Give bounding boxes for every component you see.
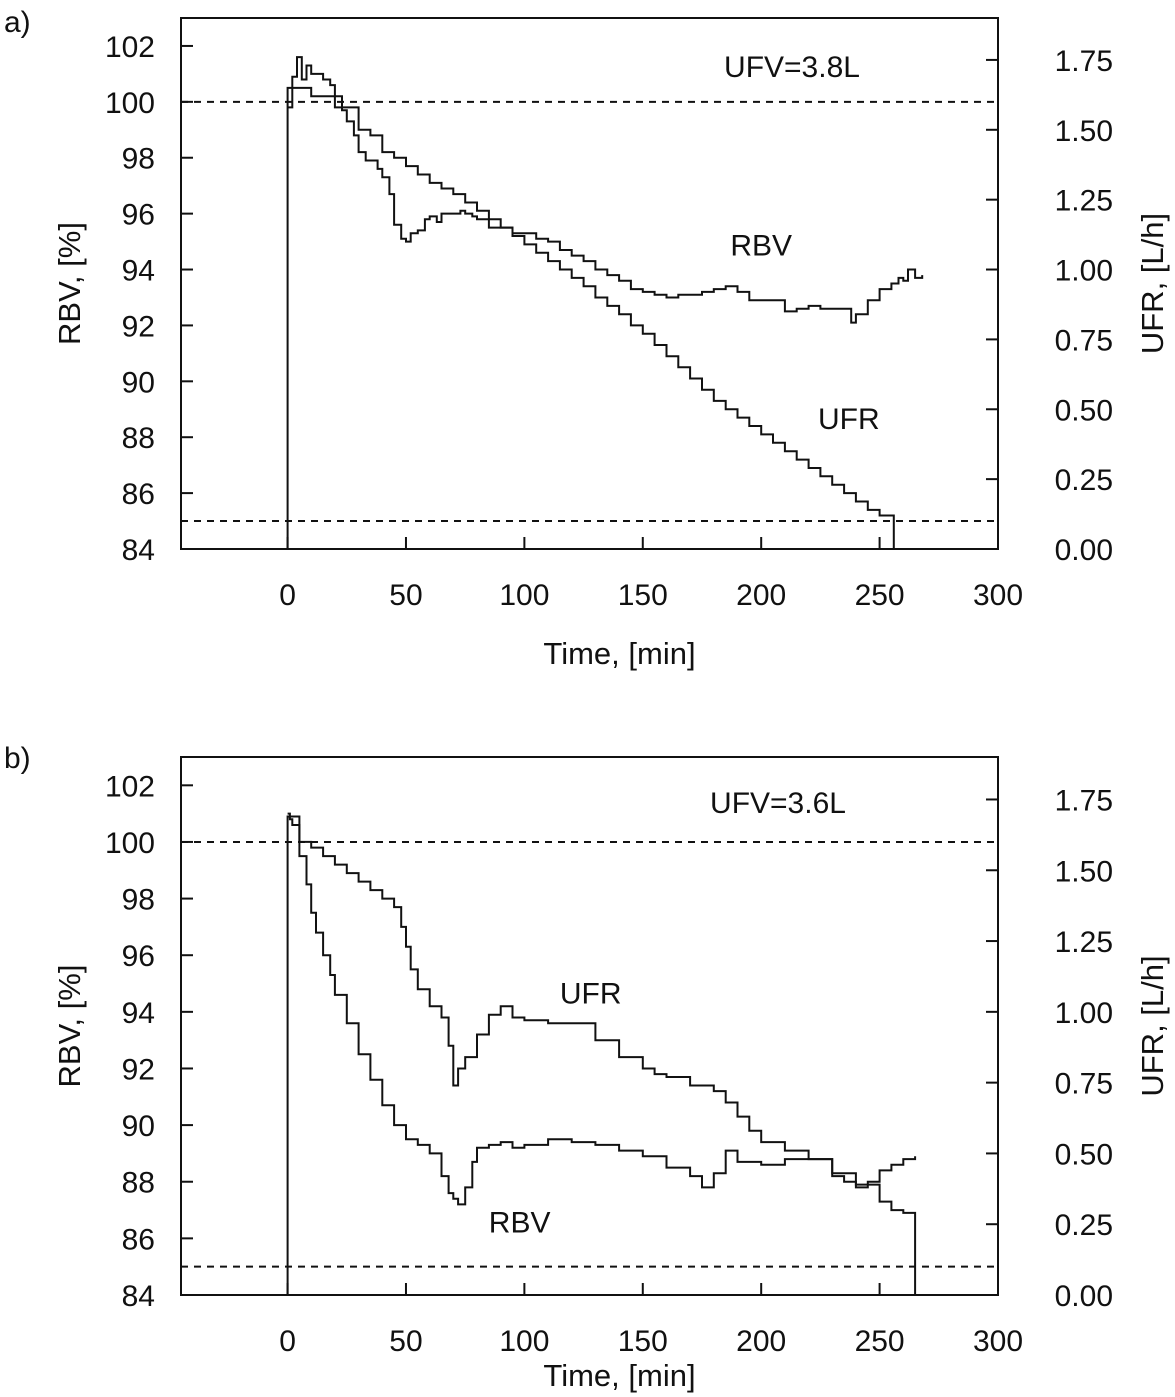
- y2-tick-label: 0.75: [1055, 1068, 1113, 1101]
- chart-panel-a: 0 50 100 150 200 250 300 84 86 88 90 92 94 96 98 100 102…: [4, 6, 1170, 671]
- panel-label: a): [4, 6, 31, 39]
- series-label-rbv: RBV: [730, 230, 792, 263]
- y-tick-label: 92: [122, 310, 155, 343]
- y-tick-label: 88: [122, 1167, 155, 1200]
- series-rbv-line: [287, 812, 917, 1206]
- y2-tick-label: 0.25: [1055, 1209, 1113, 1242]
- x-tick-label: 150: [618, 1325, 668, 1358]
- y-tick-label: 88: [122, 422, 155, 455]
- y2-tick-label: 0.00: [1055, 1280, 1113, 1313]
- y-tick-label: 100: [105, 87, 155, 120]
- y-tick-label: 90: [122, 366, 155, 399]
- y2-tick-label: 0.50: [1055, 1138, 1113, 1171]
- y2-tick-label: 1.75: [1055, 45, 1113, 78]
- y2-tick-label: 1.00: [1055, 255, 1113, 288]
- y-tick-label: 102: [105, 770, 155, 803]
- x-tick-label: 150: [618, 579, 668, 612]
- x-tick-label: 100: [499, 579, 549, 612]
- plot-frame: [180, 756, 999, 1296]
- y-tick-label: 96: [122, 199, 155, 232]
- y-tick-label: 98: [122, 143, 155, 176]
- x-tick-label: 200: [736, 579, 786, 612]
- y2-tick-label: 1.75: [1055, 784, 1113, 817]
- x-tick-label: 50: [389, 579, 422, 612]
- y-axis-label: RBV, [%]: [52, 222, 87, 345]
- x-axis-label: Time, [min]: [543, 636, 695, 671]
- series-ufr-line: [286, 86, 895, 549]
- y2-tick-label: 0.75: [1055, 324, 1113, 357]
- ufv-annotation: UFV=3.8L: [724, 51, 860, 84]
- y2-tick-label: 0.00: [1055, 534, 1113, 567]
- x-tick-label: 300: [973, 1325, 1023, 1358]
- y-tick-label: 96: [122, 940, 155, 973]
- y-tick-label: 90: [122, 1110, 155, 1143]
- y2-tick-label: 1.25: [1055, 926, 1113, 959]
- y2-axis-label: UFR, [L/h]: [1135, 955, 1170, 1096]
- x-tick-label: 250: [855, 579, 905, 612]
- y-tick-label: 84: [122, 534, 155, 567]
- y2-tick-label: 0.50: [1055, 394, 1113, 427]
- y-tick-label: 102: [105, 31, 155, 64]
- y-tick-label: 86: [122, 478, 155, 511]
- plot-frame: [180, 17, 999, 550]
- y-tick-label: 84: [122, 1280, 155, 1313]
- y-axis-label: RBV, [%]: [52, 965, 87, 1088]
- x-tick-label: 0: [279, 1325, 296, 1358]
- panel-label: b): [4, 742, 31, 775]
- series-label-ufr: UFR: [560, 977, 622, 1010]
- x-tick-label: 200: [736, 1325, 786, 1358]
- y-tick-label: 86: [122, 1223, 155, 1256]
- x-tick-label: 300: [973, 579, 1023, 612]
- x-tick-label: 50: [389, 1325, 422, 1358]
- series-label-ufr: UFR: [818, 403, 880, 436]
- x-tick-label: 0: [279, 579, 296, 612]
- y-tick-label: 98: [122, 884, 155, 917]
- y2-tick-label: 1.25: [1055, 185, 1113, 218]
- y2-tick-label: 1.00: [1055, 997, 1113, 1030]
- chart-panel-b: 0 50 100 150 200 250 300 84 86 88 90 92 94 96 98 100 102…: [4, 742, 1170, 1393]
- series-label-rbv: RBV: [489, 1207, 551, 1240]
- y-tick-label: 94: [122, 255, 155, 288]
- series-ufr-line: [286, 815, 917, 1295]
- y2-tick-label: 0.25: [1055, 464, 1113, 497]
- series-rbv-line: [287, 56, 924, 324]
- x-tick-label: 250: [855, 1325, 905, 1358]
- y2-tick-label: 1.50: [1055, 855, 1113, 888]
- y-tick-label: 100: [105, 827, 155, 860]
- ufv-annotation: UFV=3.6L: [710, 787, 846, 820]
- x-axis-label: Time, [min]: [543, 1358, 695, 1393]
- y-tick-label: 92: [122, 1053, 155, 1086]
- x-tick-label: 100: [499, 1325, 549, 1358]
- y2-tick-label: 1.50: [1055, 115, 1113, 148]
- y-tick-label: 94: [122, 997, 155, 1030]
- y2-axis-label: UFR, [L/h]: [1135, 213, 1170, 354]
